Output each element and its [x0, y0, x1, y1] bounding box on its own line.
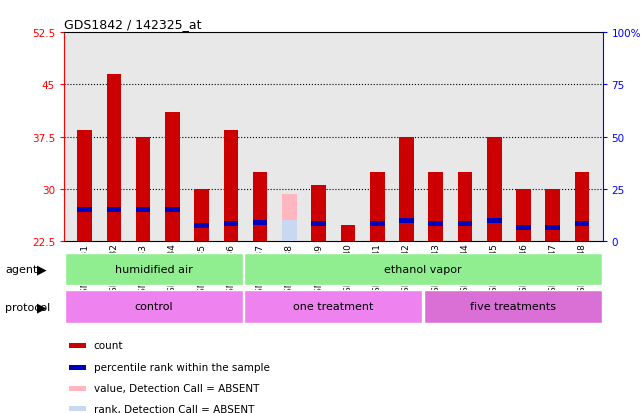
Bar [106, 75, 121, 242]
Bar [165, 113, 179, 242]
Bar [516, 225, 531, 230]
Bar [282, 221, 297, 242]
Bar [428, 222, 443, 227]
Bar [428, 172, 443, 242]
Bar [253, 220, 267, 225]
Bar [575, 222, 589, 227]
Bar [312, 186, 326, 242]
Text: value, Detection Call = ABSENT: value, Detection Call = ABSENT [94, 383, 259, 393]
Bar [458, 222, 472, 227]
Bar [487, 137, 501, 242]
Text: ▶: ▶ [37, 263, 47, 276]
Bar [106, 208, 121, 213]
Text: control: control [135, 301, 173, 312]
Text: count: count [94, 340, 123, 350]
Bar [424, 290, 602, 323]
Bar [545, 225, 560, 230]
Bar [78, 131, 92, 242]
Bar [244, 253, 602, 286]
Bar [224, 222, 238, 227]
Bar [340, 225, 355, 242]
Text: rank, Detection Call = ABSENT: rank, Detection Call = ABSENT [94, 404, 254, 413]
Text: GDS1842 / 142325_at: GDS1842 / 142325_at [64, 18, 202, 31]
Bar [194, 223, 209, 228]
Text: agent: agent [5, 264, 38, 274]
Bar [69, 365, 86, 370]
Bar [78, 208, 92, 213]
Bar [370, 222, 385, 227]
Bar [399, 218, 414, 223]
Bar [244, 290, 422, 323]
Bar [65, 290, 243, 323]
Bar [69, 406, 86, 411]
Bar [575, 172, 589, 242]
Bar [458, 172, 472, 242]
Bar [136, 137, 151, 242]
Text: protocol: protocol [5, 302, 51, 312]
Bar [253, 172, 267, 242]
Text: five treatments: five treatments [470, 301, 556, 312]
Bar [69, 343, 86, 348]
Bar [282, 195, 297, 242]
Bar [69, 386, 86, 391]
Text: humidified air: humidified air [115, 264, 193, 275]
Bar [136, 208, 151, 213]
Text: one treatment: one treatment [293, 301, 374, 312]
Bar [165, 208, 179, 213]
Bar [487, 218, 501, 223]
Bar [399, 137, 414, 242]
Bar [194, 190, 209, 242]
Bar [545, 190, 560, 242]
Text: ethanol vapor: ethanol vapor [384, 264, 462, 275]
Text: ▶: ▶ [37, 300, 47, 313]
Bar [370, 172, 385, 242]
Bar [516, 190, 531, 242]
Bar [312, 222, 326, 227]
Text: percentile rank within the sample: percentile rank within the sample [94, 363, 270, 373]
Bar [224, 131, 238, 242]
Bar [65, 253, 243, 286]
